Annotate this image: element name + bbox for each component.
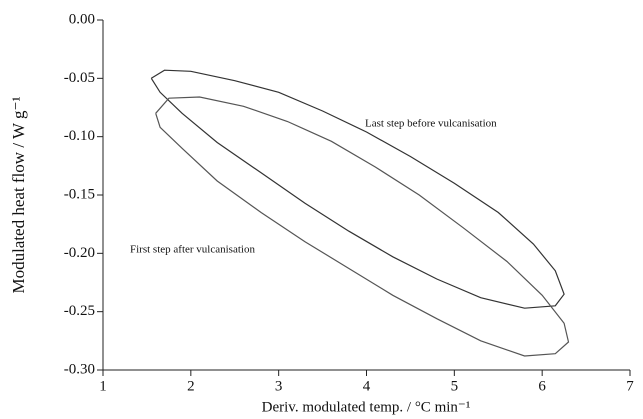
y-tick-label: -0.10	[64, 128, 95, 144]
y-tick-label: -0.05	[64, 70, 95, 86]
series-annotation: First step after vulcanisation	[130, 244, 255, 256]
series-annotation: Last step before vulcanisation	[365, 118, 497, 130]
series-line	[155, 96, 570, 357]
x-tick-label: 1	[99, 378, 107, 394]
x-axis-label: Deriv. modulated temp. / °C min⁻¹	[262, 399, 471, 415]
y-axis-label: Modulated heat flow / W g⁻¹	[9, 96, 28, 293]
y-tick-label: 0.00	[69, 11, 95, 27]
series-line	[150, 69, 565, 309]
x-tick-label: 7	[626, 378, 634, 394]
x-tick-label: 5	[451, 378, 459, 394]
x-tick-label: 3	[275, 378, 283, 394]
y-tick-label: -0.20	[64, 245, 95, 261]
x-tick-label: 2	[187, 378, 195, 394]
x-tick-label: 4	[363, 378, 371, 394]
y-tick-label: -0.25	[64, 303, 95, 319]
y-tick-label: -0.15	[64, 186, 95, 202]
x-tick-label: 6	[538, 378, 546, 394]
y-tick-label: -0.30	[64, 361, 95, 377]
